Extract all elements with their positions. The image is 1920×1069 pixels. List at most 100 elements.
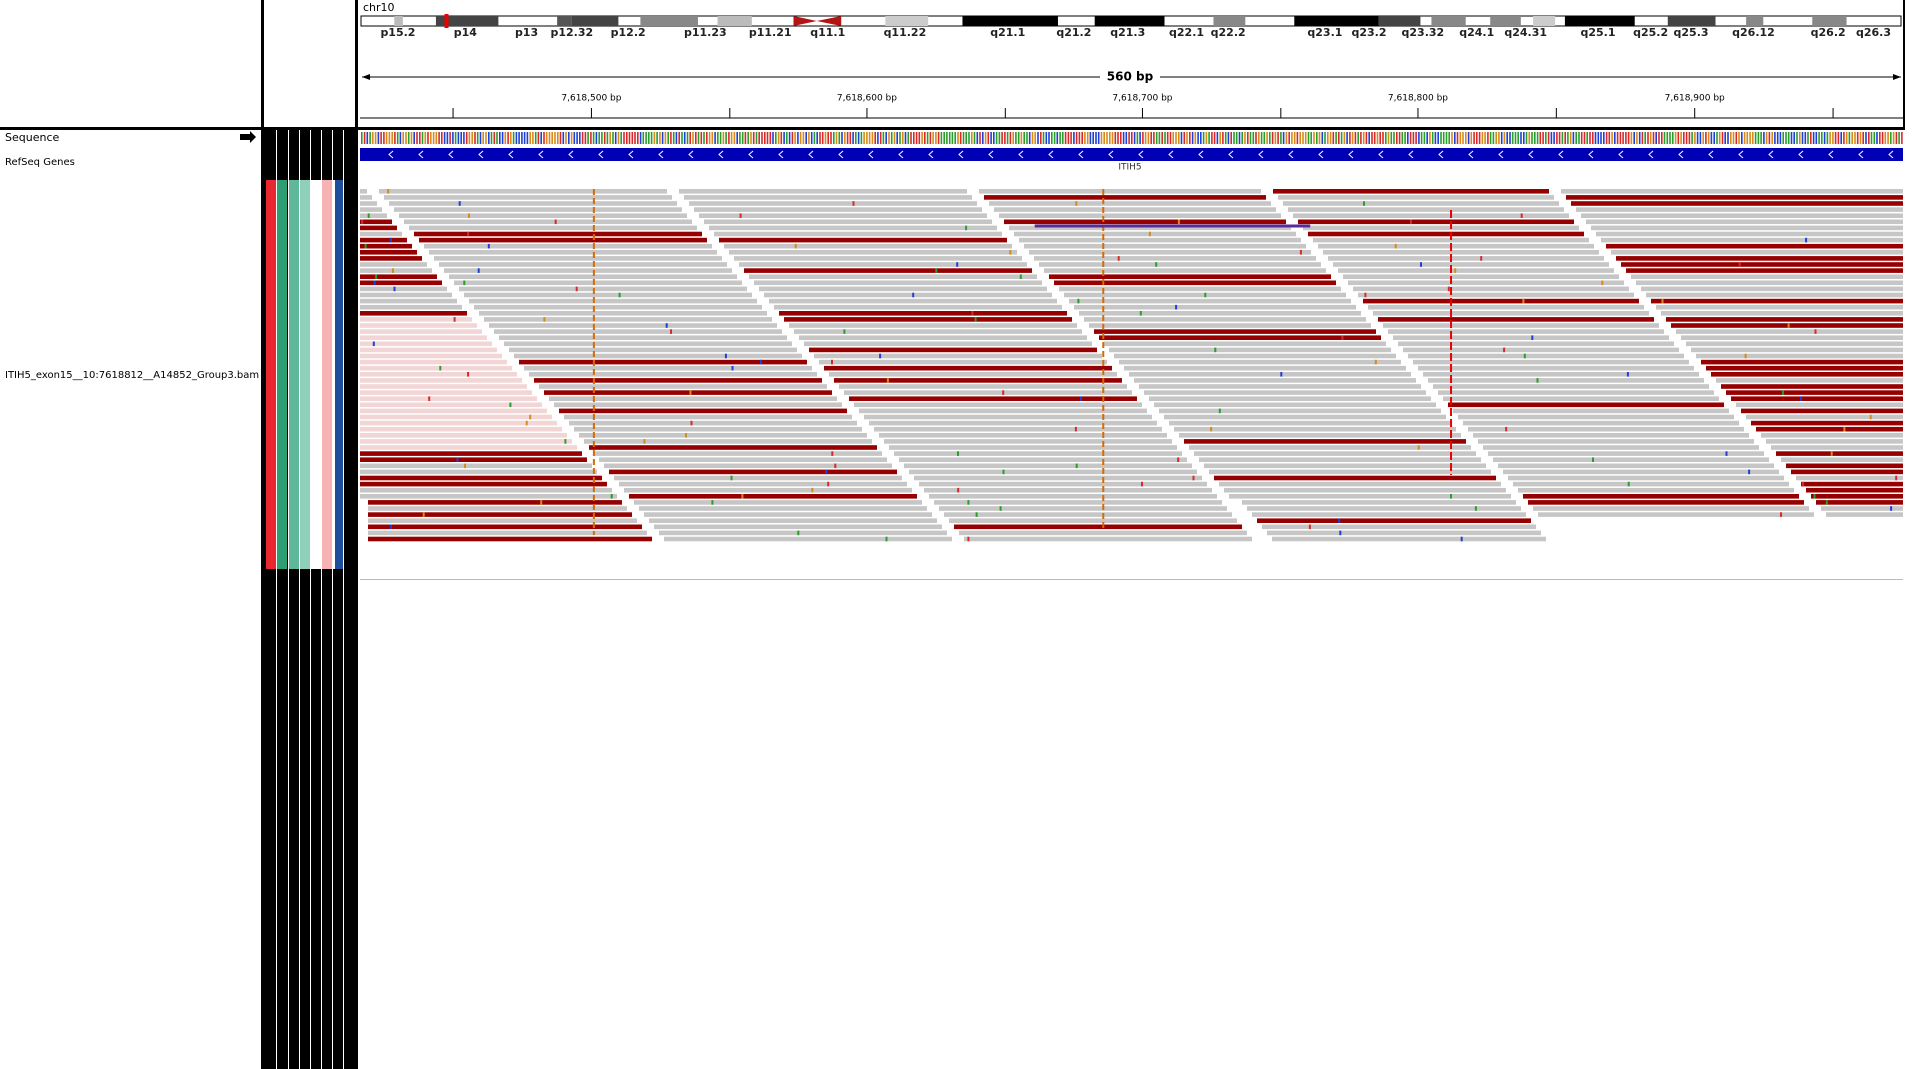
- read: [464, 292, 752, 298]
- read: [469, 298, 757, 304]
- band: [1667, 16, 1716, 26]
- strand-arrow[interactable]: [240, 131, 256, 143]
- base: [1037, 132, 1039, 144]
- read: [1453, 408, 1729, 414]
- read: [1473, 433, 1749, 438]
- band: [1533, 16, 1556, 26]
- base: [1004, 132, 1006, 144]
- base: [551, 132, 553, 144]
- attr-sep: [321, 130, 322, 1069]
- chevron: [448, 150, 454, 159]
- mismatch: [540, 500, 543, 505]
- chevron: [1258, 150, 1264, 159]
- mismatch: [794, 243, 797, 249]
- base: [1627, 132, 1630, 144]
- base: [1465, 132, 1467, 144]
- base: [1768, 132, 1771, 144]
- read: [509, 347, 797, 353]
- read: [360, 317, 472, 322]
- base: [479, 132, 482, 144]
- band: [1294, 16, 1379, 26]
- chevron: [1318, 150, 1324, 159]
- base: [1346, 132, 1348, 144]
- centromere: [793, 16, 842, 26]
- read: [689, 201, 977, 206]
- read: [524, 365, 812, 371]
- mismatch: [1890, 506, 1893, 511]
- base: [642, 132, 645, 144]
- read: [1641, 286, 1903, 292]
- base: [758, 132, 760, 144]
- read: [774, 304, 1062, 310]
- read: [1786, 463, 1903, 469]
- read: [814, 353, 1102, 359]
- band: [1378, 16, 1421, 26]
- base: [488, 132, 490, 144]
- base: [1807, 132, 1809, 144]
- read: [360, 225, 397, 231]
- base: [1848, 132, 1851, 144]
- base: [1247, 132, 1249, 144]
- base: [1285, 132, 1288, 144]
- mismatch: [1744, 353, 1747, 359]
- base: [728, 132, 730, 144]
- mismatch: [1725, 451, 1728, 456]
- mismatch: [422, 512, 425, 517]
- read: [1179, 433, 1461, 438]
- read: [1671, 323, 1903, 328]
- gene-feature[interactable]: [360, 148, 1903, 161]
- read: [1468, 426, 1744, 432]
- base: [1514, 132, 1517, 144]
- mismatch: [1420, 262, 1422, 267]
- read: [1611, 250, 1903, 255]
- base: [918, 132, 921, 144]
- mismatch: [1075, 463, 1078, 469]
- current-region: [444, 14, 449, 28]
- read: [1621, 262, 1903, 267]
- base: [1790, 132, 1793, 144]
- base: [1854, 132, 1856, 144]
- read: [664, 536, 952, 542]
- base: [1131, 132, 1133, 144]
- base: [868, 132, 871, 144]
- mismatch: [1280, 372, 1283, 377]
- chevron: [1048, 150, 1054, 159]
- band-label: p12.2: [611, 26, 646, 39]
- mismatch: [852, 201, 855, 206]
- base: [1531, 132, 1533, 144]
- track-border: [360, 579, 1903, 580]
- band-label: q23.2: [1351, 26, 1386, 39]
- base: [1150, 132, 1152, 144]
- read: [360, 408, 547, 414]
- read: [360, 195, 372, 200]
- base: [777, 132, 780, 144]
- read: [360, 457, 587, 462]
- base: [1771, 132, 1773, 144]
- mismatch: [1474, 506, 1477, 511]
- base: [1547, 132, 1550, 144]
- base: [1277, 132, 1279, 144]
- chevron: [838, 150, 844, 159]
- read: [694, 207, 982, 212]
- read: [1313, 237, 1589, 243]
- read: [1119, 359, 1401, 365]
- base: [413, 132, 415, 144]
- read: [360, 439, 572, 444]
- base: [1086, 132, 1089, 144]
- base: [1688, 132, 1691, 144]
- base: [1255, 132, 1257, 144]
- base: [1092, 132, 1094, 144]
- base: [1534, 132, 1536, 144]
- base: [1360, 132, 1362, 144]
- read: [1403, 347, 1679, 353]
- base: [1542, 132, 1544, 144]
- base: [990, 132, 992, 144]
- mismatch: [1787, 323, 1790, 328]
- base: [388, 132, 391, 144]
- read: [360, 475, 602, 481]
- base: [877, 132, 879, 144]
- base: [1213, 132, 1216, 144]
- base: [1448, 132, 1450, 144]
- band-label: q22.2: [1211, 26, 1246, 39]
- read: [368, 524, 642, 530]
